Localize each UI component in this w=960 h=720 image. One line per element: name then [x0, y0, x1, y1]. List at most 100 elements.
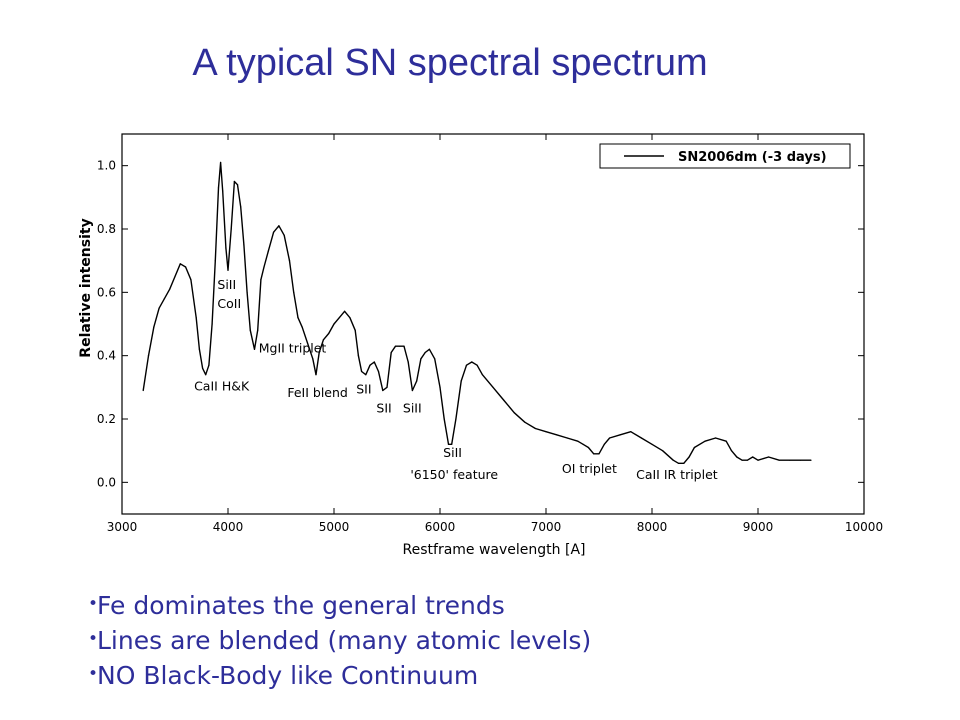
data-point: [169, 288, 171, 290]
data-point: [443, 418, 445, 420]
bullet-item: NO Black-Body like Continuum: [88, 657, 591, 693]
data-point: [455, 418, 457, 420]
data-point: [593, 453, 595, 455]
data-point: [179, 263, 181, 265]
legend-label: SN2006dm (-3 days): [678, 150, 827, 165]
data-point: [288, 260, 291, 262]
data-point: [163, 298, 165, 300]
data-point: [233, 180, 235, 183]
y-tick-label: 0.8: [97, 222, 116, 236]
x-tick-label: 4000: [213, 520, 244, 534]
data-point: [195, 317, 197, 319]
data-point: [297, 317, 299, 319]
data-point: [394, 345, 397, 347]
data-point: [434, 358, 436, 360]
data-point: [369, 364, 371, 366]
data-point: [677, 462, 680, 464]
data-point: [338, 317, 340, 319]
data-point: [312, 358, 314, 360]
x-axis-label: Restframe wavelength [A]: [403, 542, 586, 558]
data-point: [688, 456, 690, 458]
data-point: [211, 323, 213, 325]
data-point: [257, 329, 259, 331]
bullet-item: Fe dominates the general trends: [88, 587, 591, 623]
data-point: [147, 355, 150, 357]
data-point: [253, 348, 256, 350]
data-point: [246, 291, 248, 293]
data-point: [630, 431, 632, 433]
data-point: [214, 260, 216, 262]
slide-title: A typical SN spectral spectrum: [192, 42, 708, 84]
annotation-label: FeII blend: [287, 385, 348, 400]
data-point: [357, 355, 359, 357]
y-axis-label: Relative intensity: [78, 218, 94, 357]
data-point: [424, 351, 426, 354]
data-point: [217, 187, 220, 189]
x-tick-label: 5000: [319, 520, 350, 534]
data-point: [142, 389, 144, 392]
data-point: [240, 206, 242, 208]
y-tick-label: 0.4: [97, 349, 116, 363]
data-point: [360, 370, 363, 373]
data-point: [428, 348, 430, 350]
data-point: [619, 434, 621, 436]
x-tick-label: 9000: [743, 520, 774, 534]
data-point: [208, 364, 210, 366]
data-point: [219, 161, 222, 164]
data-point: [174, 275, 176, 278]
data-point: [447, 443, 450, 445]
data-point: [603, 443, 605, 445]
data-point: [227, 269, 229, 271]
data-point: [190, 279, 192, 281]
data-point: [198, 348, 200, 350]
axis-ticks: 3000 4000 5000 6000 7000 8000 9000 10000 0.0 0.2 0…: [97, 134, 883, 534]
data-point: [272, 231, 275, 233]
data-point: [411, 389, 414, 392]
data-point: [746, 459, 749, 461]
data-point: [503, 399, 505, 401]
legend: SN2006dm (-3 days): [599, 143, 851, 169]
data-point: [382, 389, 384, 392]
data-point: [416, 380, 418, 382]
data-point: [439, 386, 441, 388]
annotation-label: SiII: [217, 277, 236, 292]
data-point: [492, 386, 494, 388]
data-point: [672, 459, 674, 461]
data-point: [293, 291, 295, 293]
annotation-label: MgII triplet: [259, 341, 327, 356]
x-tick-label: 8000: [637, 520, 668, 534]
data-point: [481, 374, 483, 376]
annotation-label: CaII IR triplet: [636, 467, 718, 482]
data-point: [651, 443, 653, 445]
data-point: [778, 459, 780, 461]
data-point: [230, 228, 232, 230]
bullet-item: Lines are blended (many atomic levels): [88, 622, 591, 658]
data-point: [556, 434, 558, 436]
data-point: [222, 190, 224, 192]
data-point: [741, 459, 743, 461]
annotation-label: '6150' feature: [410, 467, 498, 482]
data-point: [249, 329, 251, 331]
data-point: [333, 323, 335, 325]
annotation-label: SII: [356, 382, 371, 397]
x-tick-label: 7000: [531, 520, 562, 534]
data-point: [524, 421, 526, 423]
data-point: [730, 450, 733, 452]
plot-area: [121, 133, 865, 515]
data-point: [349, 317, 351, 319]
y-tick-label: 0.6: [97, 285, 116, 299]
y-tick-label: 0.2: [97, 412, 116, 426]
data-point: [283, 234, 285, 236]
data-point: [263, 266, 265, 268]
data-point: [789, 459, 791, 461]
data-point: [465, 364, 468, 366]
data-point: [725, 440, 727, 442]
data-point: [757, 459, 759, 461]
data-point: [768, 456, 770, 458]
data-point: [225, 247, 227, 249]
data-point: [328, 332, 330, 335]
plot-frame: [121, 133, 865, 515]
y-tick-label: 1.0: [97, 159, 116, 173]
data-point: [201, 367, 204, 369]
data-point: [566, 437, 568, 439]
